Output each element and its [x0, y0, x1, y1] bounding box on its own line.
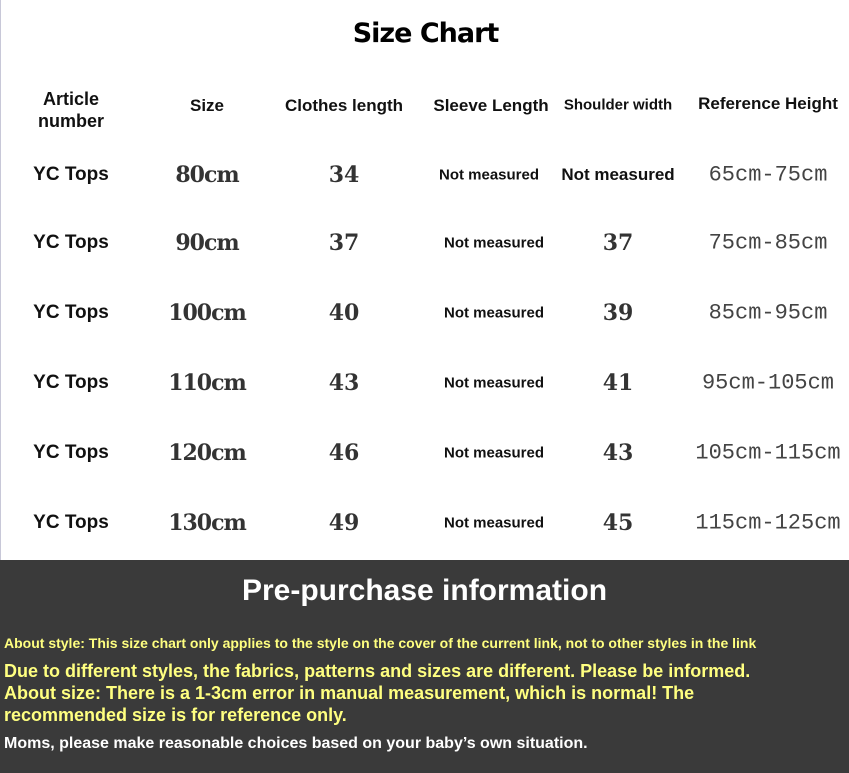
header-size: Size — [189, 96, 225, 115]
header-article-number: Article number — [37, 89, 105, 131]
row-3-clothes-length: 40 — [328, 300, 360, 326]
style-note: About style: This size chart only applie… — [4, 635, 757, 651]
row-3-reference-height: 85cm-95cm — [708, 300, 828, 326]
row-6-reference-height: 115cm-125cm — [695, 510, 841, 536]
row-2-shoulder-width: 37 — [602, 230, 634, 256]
row-4-clothes-length: 43 — [328, 370, 360, 396]
row-2-reference-height: 75cm-85cm — [708, 230, 828, 256]
row-5-size: 120cm — [168, 440, 247, 466]
row-1-article: YC Tops — [33, 164, 109, 185]
header-clothes-length: Clothes length — [284, 96, 404, 115]
row-2-article: YC Tops — [33, 232, 109, 253]
header-shoulder-width: Shoulder width — [563, 96, 673, 114]
header-reference-height: Reference Height — [698, 94, 838, 113]
row-3-size: 100cm — [168, 300, 247, 326]
row-1-shoulder-width: Not measured — [561, 165, 675, 184]
moms-note: Moms, please make reasonable choices bas… — [4, 735, 588, 752]
row-2-sleeve-length: Not measured — [443, 234, 545, 252]
row-6-shoulder-width: 45 — [602, 510, 634, 536]
size-note-line-1: About size: There is a 1-3cm error in ma… — [4, 683, 695, 703]
row-4-shoulder-width: 41 — [602, 370, 634, 396]
row-6-clothes-length: 49 — [328, 510, 360, 536]
row-6-article: YC Tops — [33, 512, 109, 533]
row-1-reference-height: 65cm-75cm — [708, 162, 828, 188]
row-5-shoulder-width: 43 — [602, 440, 634, 466]
row-4-size: 110cm — [168, 370, 247, 396]
row-1-sleeve-length: Not measured — [438, 166, 540, 184]
row-5-reference-height: 105cm-115cm — [695, 440, 841, 466]
pre-purchase-title: Pre-purchase information — [241, 574, 608, 607]
row-1-size: 80cm — [175, 162, 239, 188]
row-6-sleeve-length: Not measured — [443, 514, 545, 532]
row-5-clothes-length: 46 — [328, 440, 360, 466]
row-4-sleeve-length: Not measured — [443, 374, 545, 392]
header-sleeve-length: Sleeve Length — [433, 96, 549, 115]
row-6-size: 130cm — [168, 510, 247, 536]
row-3-article: YC Tops — [33, 302, 109, 323]
pre-purchase-section: Pre-purchase information About style: Th… — [0, 560, 849, 773]
row-1-clothes-length: 34 — [328, 162, 360, 188]
row-2-size: 90cm — [175, 230, 239, 256]
row-5-article: YC Tops — [33, 442, 109, 463]
row-4-reference-height: 95cm-105cm — [701, 370, 835, 396]
size-chart-title: Size Chart — [352, 18, 500, 49]
row-4-article: YC Tops — [33, 372, 109, 393]
row-3-shoulder-width: 39 — [602, 300, 634, 326]
row-2-clothes-length: 37 — [328, 230, 360, 256]
row-5-sleeve-length: Not measured — [443, 444, 545, 462]
size-chart-section: Size Chart Article number Size Clothes len… — [0, 0, 841, 560]
fabric-note: Due to different styles, the fabrics, pa… — [4, 661, 751, 681]
size-note-line-2: recommended size is for reference only. — [4, 705, 347, 725]
row-3-sleeve-length: Not measured — [443, 304, 545, 322]
